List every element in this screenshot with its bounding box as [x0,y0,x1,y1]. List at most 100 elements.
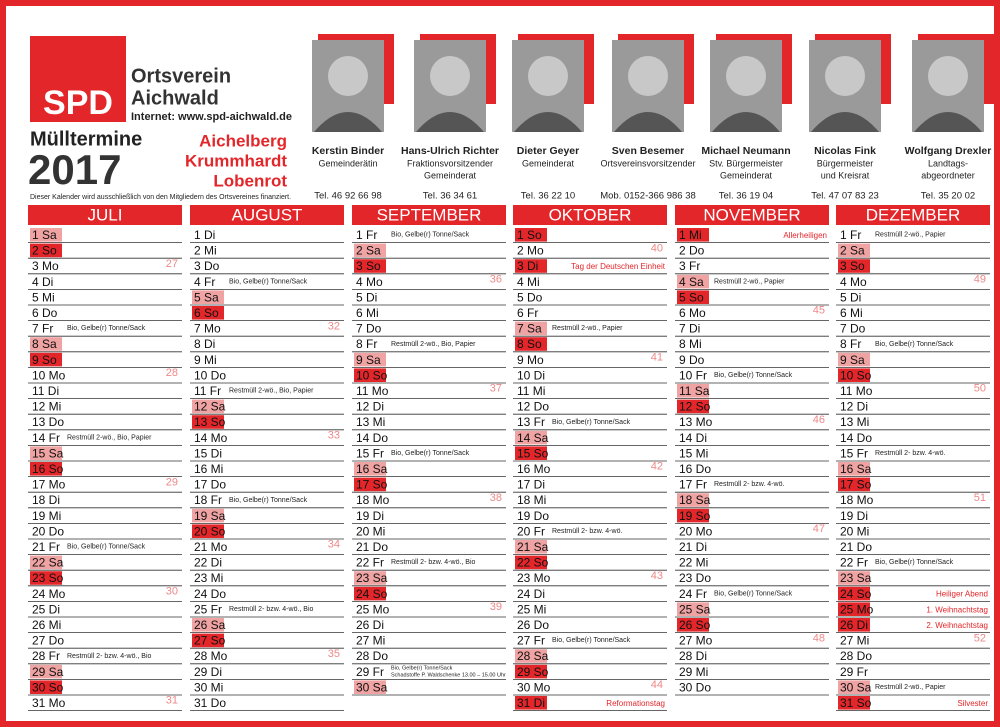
day-highlight [192,618,224,632]
day: 5 Mi [32,290,55,304]
photo-head [928,56,968,96]
week-number: 35 [328,648,340,660]
day: 21 Sa [517,540,549,554]
day: 28 Di [679,649,707,663]
note: Restmüll 2- bzw. 4-wö., Bio [391,559,476,566]
day: 30 Sa [840,680,872,694]
org: Aichwald [131,87,219,109]
week-number: 51 [974,492,986,504]
month-header [836,205,990,225]
day: 21 Di [679,540,707,554]
week-number: 33 [328,430,340,442]
person-role: Gemeinderat [424,170,477,180]
person-tel: Mob. 0152-366 986 38 [600,191,696,202]
holiday: Reformationstag [606,699,665,708]
day: 5 Sa [194,290,219,304]
person-tel: Tel. 36 34 61 [423,191,477,202]
day: 14 Mo [194,431,228,445]
day-highlight [192,508,224,523]
day: 11 Fr [194,384,221,398]
day: 29 So [517,665,549,679]
day: 23 Mi [194,571,223,585]
person-role: abgeordneter [921,170,975,180]
day: 21 Do [356,540,388,554]
day: 3 Fr [679,259,700,273]
week-number: 29 [166,476,178,488]
day: 4 Fr [194,275,215,289]
day: 29 Di [194,665,222,679]
logo: SPD [43,84,113,122]
day: 26 Do [517,618,549,632]
day: 30 Mi [194,680,223,694]
day: 14 Do [840,431,872,445]
day: 5 Di [840,290,861,304]
day: 17 So [840,478,872,492]
day: 1 So [517,228,542,242]
person-tel: Tel. 35 20 02 [921,191,975,202]
day: 16 Sa [840,462,872,476]
note: Restmüll 2-wö., Bio, Papier [391,341,476,348]
day: 25 Fr [194,602,222,616]
day: 17 Do [194,478,226,492]
day: 12 Di [840,400,868,414]
day: 20 Mi [840,524,869,538]
photo-head [825,56,865,96]
day: 10 So [840,368,872,382]
day-highlight [515,555,547,570]
day: 18 Mi [517,493,546,507]
day: 28 Sa [517,649,549,663]
month-name: DEZEMBER [866,205,960,224]
day-highlight [30,352,62,367]
day-highlight [838,462,870,476]
day: 13 Mi [840,415,869,429]
day-highlight [838,618,870,632]
person-name: Hans-Ulrich Richter [401,145,499,157]
day: 10 Do [194,368,226,382]
day: 31 Mo [32,696,66,710]
day: 26 So [679,618,711,632]
photo-head [430,56,470,96]
day: 5 Di [356,290,377,304]
day: 18 Mo [356,493,390,507]
day: 9 Do [679,353,705,367]
day: 9 Mi [194,353,217,367]
day: 22 Fr [840,556,868,570]
day: 5 Do [517,290,543,304]
day: 10 Mo [32,368,66,382]
day: 28 Do [356,649,388,663]
day-highlight [354,680,386,694]
day: 26 Mi [32,618,61,632]
day: 24 Fr [679,587,707,601]
day: 31 Di [517,696,545,710]
day: 13 So [194,415,226,429]
day: 8 Di [194,337,215,351]
day: 13 Do [32,415,64,429]
note: Restmüll 2- bzw. 4-wö. [552,528,622,535]
day: 25 Sa [679,602,711,616]
day: 16 Do [679,462,711,476]
day: 7 Mo [194,322,221,336]
day-highlight [515,337,547,351]
week-number: 41 [651,352,663,364]
person-name: Dieter Geyer [517,145,579,157]
day: 24 Do [194,587,226,601]
place: Lobenrot [213,171,287,190]
day-highlight [192,633,224,648]
day: 9 So [32,353,57,367]
day: 25 Mo [356,602,390,616]
note: Restmüll 2-wö., Bio, Papier [67,434,152,441]
day: 22 Fr [356,556,384,570]
day: 22 So [517,556,549,570]
day-highlight [677,228,709,242]
day: 31 Do [194,696,226,710]
person-tel: Tel. 36 22 10 [521,191,575,202]
photo-body [514,112,582,132]
day: 18 Di [32,493,60,507]
day: 10 So [356,368,388,382]
day: 4 Mi [517,275,540,289]
day: 16 Sa [356,462,388,476]
day-highlight [838,571,870,585]
day: 21 Do [840,540,872,554]
